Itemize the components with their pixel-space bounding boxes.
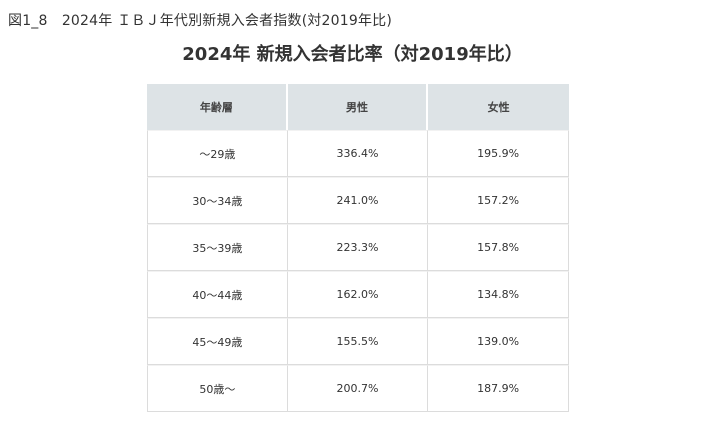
female-cell: 187.9% bbox=[428, 365, 569, 412]
male-cell: 241.0% bbox=[287, 177, 429, 224]
table-row: ～29歳 336.4% 195.9% bbox=[147, 130, 569, 177]
male-cell: 200.7% bbox=[287, 365, 429, 412]
age-cell: 50歳～ bbox=[147, 365, 288, 412]
header-female: 女性 bbox=[428, 84, 569, 130]
table-row: 45～49歳 155.5% 139.0% bbox=[147, 318, 569, 365]
header-male: 男性 bbox=[287, 84, 429, 130]
table-row: 40～44歳 162.0% 134.8% bbox=[147, 271, 569, 318]
age-cell: 35～39歳 bbox=[147, 224, 288, 271]
table-row: 50歳～ 200.7% 187.9% bbox=[147, 365, 569, 412]
female-cell: 157.8% bbox=[428, 224, 569, 271]
male-cell: 162.0% bbox=[287, 271, 429, 318]
male-cell: 223.3% bbox=[287, 224, 429, 271]
header-age: 年齢層 bbox=[147, 84, 288, 130]
female-cell: 157.2% bbox=[428, 177, 569, 224]
female-cell: 195.9% bbox=[428, 130, 569, 177]
table-title: 2024年 新規入会者比率（対2019年比） bbox=[182, 44, 523, 65]
age-cell: ～29歳 bbox=[147, 130, 288, 177]
figure-caption: 図1_8 2024年 ＩＢＪ年代別新規入会者指数(対2019年比) bbox=[8, 13, 393, 29]
ratio-table: 年齢層 男性 女性 ～29歳 336.4% 195.9% 30～34歳 241.… bbox=[147, 84, 569, 412]
female-cell: 139.0% bbox=[428, 318, 569, 365]
male-cell: 155.5% bbox=[287, 318, 429, 365]
female-cell: 134.8% bbox=[428, 271, 569, 318]
header-row: 年齢層 男性 女性 bbox=[147, 84, 569, 130]
age-cell: 40～44歳 bbox=[147, 271, 288, 318]
age-cell: 45～49歳 bbox=[147, 318, 288, 365]
table-row: 30～34歳 241.0% 157.2% bbox=[147, 177, 569, 224]
table-row: 35～39歳 223.3% 157.8% bbox=[147, 224, 569, 271]
age-cell: 30～34歳 bbox=[147, 177, 288, 224]
male-cell: 336.4% bbox=[287, 130, 429, 177]
